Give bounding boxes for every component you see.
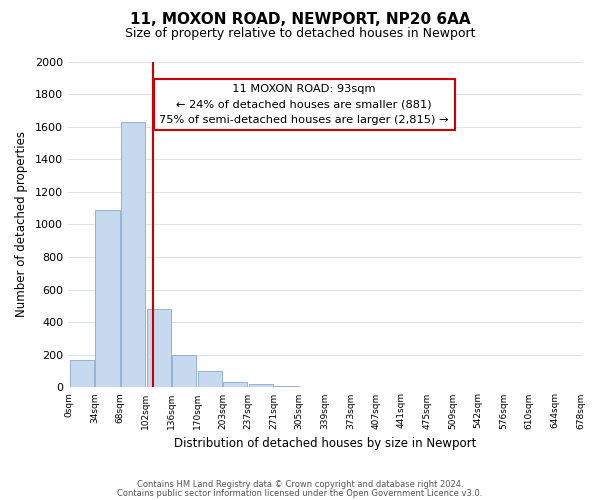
Bar	[95, 210, 119, 388]
Bar	[249, 384, 273, 388]
Bar	[172, 355, 196, 388]
X-axis label: Distribution of detached houses by size in Newport: Distribution of detached houses by size …	[173, 437, 476, 450]
Bar	[223, 382, 247, 388]
Bar	[70, 360, 94, 388]
Bar	[377, 386, 401, 388]
Text: 11 MOXON ROAD: 93sqm  
← 24% of detached houses are smaller (881)
75% of semi-de: 11 MOXON ROAD: 93sqm ← 24% of detached h…	[160, 84, 449, 124]
Bar	[146, 309, 171, 388]
Bar	[197, 371, 222, 388]
Y-axis label: Number of detached properties: Number of detached properties	[15, 132, 28, 318]
Bar	[121, 122, 145, 388]
Text: Contains HM Land Registry data © Crown copyright and database right 2024.: Contains HM Land Registry data © Crown c…	[137, 480, 463, 489]
Text: Contains public sector information licensed under the Open Government Licence v3: Contains public sector information licen…	[118, 488, 482, 498]
Bar	[274, 386, 299, 388]
Text: 11, MOXON ROAD, NEWPORT, NP20 6AA: 11, MOXON ROAD, NEWPORT, NP20 6AA	[130, 12, 470, 28]
Text: Size of property relative to detached houses in Newport: Size of property relative to detached ho…	[125, 28, 475, 40]
Bar	[300, 386, 324, 388]
